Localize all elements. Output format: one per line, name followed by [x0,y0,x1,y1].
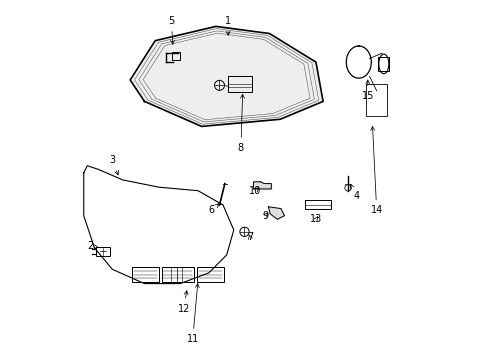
Text: 12: 12 [177,291,189,314]
Bar [378,57,388,71]
Text: 10: 10 [248,186,261,196]
Bar [162,267,193,282]
Polygon shape [268,207,284,219]
Text: 2: 2 [87,241,99,251]
Text: 4: 4 [349,184,359,201]
Polygon shape [130,26,323,126]
Text: 5: 5 [168,16,174,44]
Bar [96,247,110,256]
Text: 7: 7 [246,232,252,242]
Bar [172,53,180,60]
Text: 9: 9 [262,211,268,221]
Text: 1: 1 [224,16,230,35]
Bar [197,267,224,282]
Text: 15: 15 [361,80,373,101]
Text: 6: 6 [208,204,219,215]
Bar [132,267,159,282]
Text: 8: 8 [237,94,244,153]
Bar [304,201,331,209]
Text: 14: 14 [370,126,382,215]
Text: 3: 3 [109,156,118,175]
Text: 11: 11 [186,284,199,344]
Bar [228,76,251,93]
Polygon shape [253,182,271,189]
Bar [365,84,386,116]
Text: 13: 13 [309,214,322,224]
